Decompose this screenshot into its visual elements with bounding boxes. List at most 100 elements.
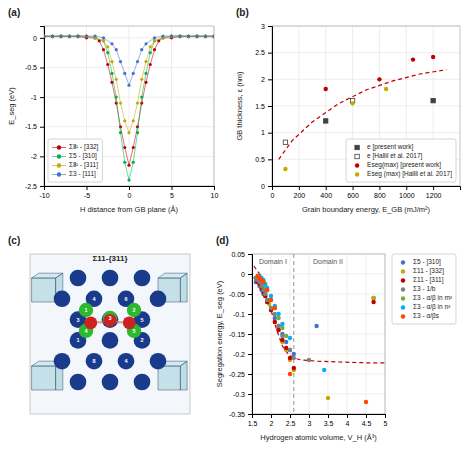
data-point — [68, 34, 71, 37]
atom-label: 5 — [140, 317, 143, 323]
data-point — [144, 72, 147, 75]
data-point — [284, 334, 288, 338]
data-point — [119, 60, 122, 63]
tick: 1000 — [399, 186, 415, 199]
tick-mark — [40, 127, 44, 128]
data-point — [283, 167, 287, 171]
data-point — [263, 292, 267, 296]
data-point — [127, 178, 130, 181]
data-point — [284, 346, 288, 350]
grid-line — [252, 334, 385, 335]
panel-title: (d) — [216, 235, 229, 246]
tick-label: 3 — [261, 23, 265, 30]
tick-label: 400 — [320, 192, 332, 199]
legend-marker — [355, 154, 359, 158]
data-point — [276, 328, 280, 332]
data-point — [136, 60, 139, 63]
atom-host — [150, 290, 167, 307]
grid — [252, 254, 385, 414]
tick: 0 — [261, 183, 272, 190]
legend-label: Σ3 - [111] — [69, 170, 96, 178]
data-point — [273, 306, 277, 310]
series — [283, 98, 355, 144]
data-point — [170, 34, 173, 37]
tick: 2 — [270, 414, 274, 427]
tick: 5 — [170, 186, 174, 199]
tick: 3 — [261, 23, 272, 30]
data-point — [68, 35, 71, 38]
tick: 800 — [374, 186, 386, 199]
tick-mark — [268, 186, 272, 187]
axis-line — [253, 415, 386, 419]
diagram-background — [30, 254, 190, 414]
data-point — [149, 63, 152, 66]
polyhedron-face — [180, 273, 187, 302]
tick-mark — [268, 159, 272, 160]
data-point — [411, 57, 415, 61]
data-point — [364, 400, 368, 404]
data-point — [170, 34, 173, 37]
grid-line — [252, 354, 385, 355]
series — [257, 274, 326, 372]
data-point — [204, 34, 207, 37]
data-point — [51, 35, 54, 38]
legend-label: e [present work] — [367, 143, 413, 151]
data-point — [276, 316, 280, 320]
tick-mark — [40, 97, 44, 98]
y-axis: 00.511.522.53 — [255, 23, 272, 190]
series — [256, 274, 369, 404]
data-point — [51, 34, 54, 37]
data-point — [178, 34, 181, 37]
data-point — [106, 63, 109, 66]
panel-diagram: (c)Σ11-{311}1234546351284 — [8, 235, 190, 414]
tick-mark — [40, 186, 44, 187]
atom-host — [150, 353, 167, 370]
tick-mark — [172, 186, 173, 190]
data-point — [127, 84, 130, 87]
tick-mark — [299, 186, 300, 190]
data-point — [123, 72, 126, 75]
legend-marker — [401, 278, 405, 282]
atom-host — [70, 374, 87, 391]
atom-label: 6 — [124, 296, 127, 302]
atom-label: 4 — [92, 296, 96, 302]
data-point — [212, 34, 214, 37]
data-point — [187, 34, 190, 37]
atom-host — [86, 353, 103, 370]
polyhedron-face — [32, 366, 56, 390]
axis-line — [45, 187, 215, 191]
data-point — [288, 336, 292, 340]
legend-marker — [401, 305, 405, 309]
tick-label: 0.5 — [255, 156, 265, 163]
data-point — [371, 296, 375, 300]
data-point — [195, 34, 198, 37]
tick-mark — [379, 186, 380, 190]
data-point — [187, 35, 190, 38]
y-axis-label: E_seg (eV) — [7, 87, 16, 125]
legend-label: Σ11 - [311] — [413, 276, 444, 284]
tick-label: -1 — [31, 94, 37, 101]
legend-marker — [401, 287, 405, 291]
tick-mark — [248, 254, 252, 255]
tick-label: 2.5 — [286, 420, 296, 427]
data-point — [153, 36, 156, 39]
data-point — [276, 328, 280, 332]
data-point — [140, 48, 143, 51]
tick-label: 0 — [33, 35, 37, 42]
atom-host — [134, 270, 151, 287]
atom-label: 8 — [92, 358, 95, 364]
legend-marker — [401, 314, 405, 318]
data-point — [195, 35, 198, 38]
atom-host — [102, 332, 119, 349]
tick: -1 — [31, 94, 44, 101]
tick: -0.3 — [233, 391, 252, 398]
tick: -0.35 — [229, 411, 252, 418]
panel-title: (a) — [8, 7, 20, 18]
tick-mark — [248, 294, 252, 295]
polyhedron-face — [32, 278, 56, 302]
data-point — [127, 164, 130, 167]
legend: Σ5 - [310]Σ11 - [332]Σ11 - [311]Σ3 - 1/b… — [392, 254, 456, 324]
grid — [272, 26, 460, 186]
series — [254, 280, 376, 356]
data-point — [153, 39, 156, 42]
